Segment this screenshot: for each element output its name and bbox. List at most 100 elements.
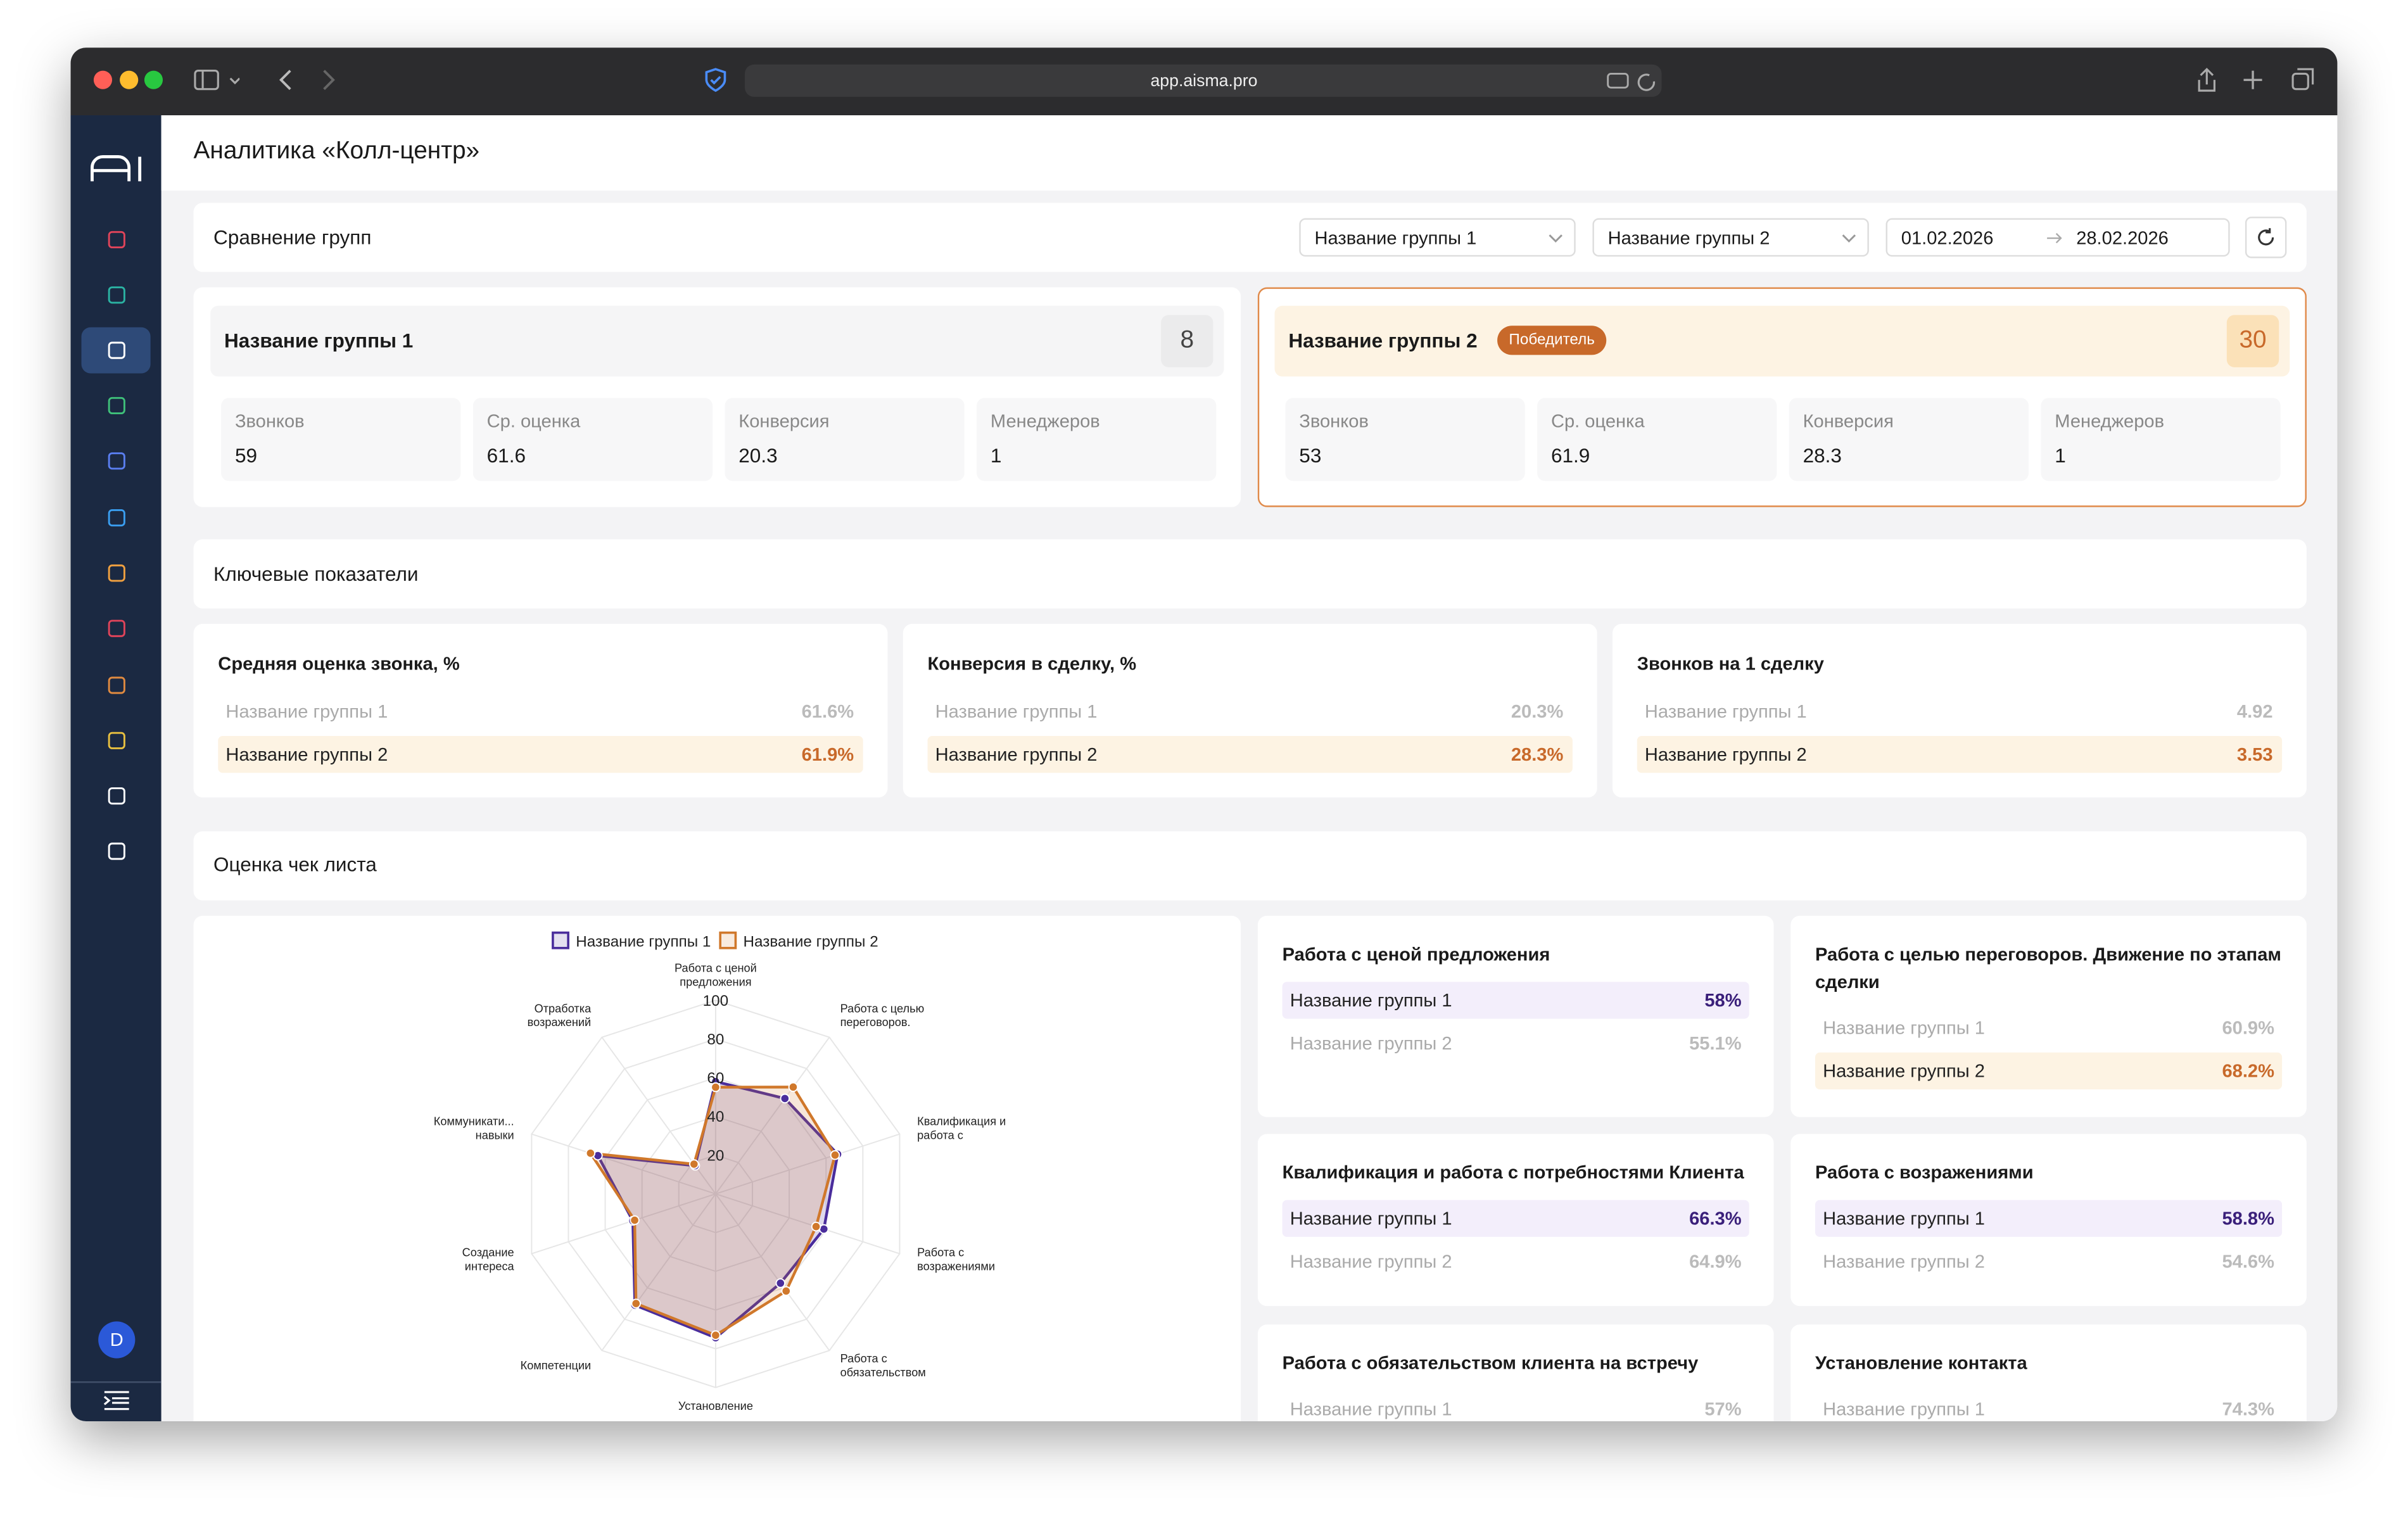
group-count: 8 bbox=[1180, 327, 1194, 353]
stat-box bbox=[472, 398, 713, 481]
row-highlight bbox=[1637, 736, 2283, 773]
score-row: Название группы 1 58% bbox=[1282, 982, 1749, 1019]
window-control[interactable] bbox=[93, 70, 113, 89]
stat-box bbox=[221, 398, 461, 481]
row-name: Название группы 2 bbox=[1823, 1060, 1985, 1082]
sidebar-toggle[interactable] bbox=[194, 69, 240, 91]
row-value: 54.6% bbox=[2222, 1250, 2274, 1272]
window-control[interactable] bbox=[144, 70, 163, 89]
legend-swatch bbox=[719, 931, 737, 949]
data-point bbox=[711, 1330, 721, 1340]
axis-label: Создание интереса bbox=[462, 1246, 515, 1273]
comparison-panel bbox=[193, 203, 2307, 272]
back-button[interactable] bbox=[276, 69, 295, 91]
window-control[interactable] bbox=[120, 70, 139, 89]
forward-button[interactable] bbox=[319, 69, 338, 91]
score-row: Название группы 1 58.8% bbox=[1815, 1200, 2283, 1237]
group-card-header bbox=[210, 305, 1224, 377]
stat-label: Конверсия bbox=[738, 410, 830, 432]
tick-label: 100 bbox=[703, 992, 728, 1010]
nav-item[interactable] bbox=[108, 619, 126, 638]
nav-item[interactable] bbox=[108, 286, 126, 304]
nav-item[interactable] bbox=[108, 676, 126, 694]
legend-swatch bbox=[552, 931, 569, 949]
card-title: Работа с обязательством клиента на встре… bbox=[1282, 1352, 1699, 1374]
grid-spoke bbox=[715, 1193, 900, 1255]
stat-label: Ср. оценка bbox=[1550, 410, 1645, 432]
row-value: 64.9% bbox=[1689, 1250, 1742, 1272]
stat-label: Звонков bbox=[234, 410, 305, 432]
tick-label: 60 bbox=[707, 1070, 724, 1087]
select-arrow bbox=[1549, 234, 1562, 243]
privacy-icon bbox=[705, 68, 726, 92]
select-arrow bbox=[1842, 234, 1856, 243]
stat-value: 1 bbox=[990, 444, 1002, 467]
group-select[interactable] bbox=[1592, 218, 1869, 257]
date-range[interactable] bbox=[1885, 218, 2230, 257]
row-value: 61.9% bbox=[801, 744, 854, 766]
logo[interactable] bbox=[89, 154, 144, 185]
address-bar[interactable] bbox=[744, 64, 1662, 97]
url-actions[interactable] bbox=[1606, 71, 1658, 92]
data-point bbox=[781, 1286, 792, 1296]
url: app.aisma.pro bbox=[1150, 72, 1258, 91]
row-name: Название группы 1 bbox=[1290, 1207, 1452, 1229]
group-select[interactable] bbox=[1299, 218, 1576, 257]
score-row: Название группы 2 54.6% bbox=[1815, 1243, 2282, 1280]
grid-spoke bbox=[601, 1193, 716, 1351]
row-name: Название группы 1 bbox=[1823, 1398, 1985, 1420]
row-value: 3.53 bbox=[2236, 744, 2273, 766]
row-value: 68.2% bbox=[2222, 1060, 2274, 1082]
row-name: Название группы 1 bbox=[1290, 989, 1452, 1011]
page-title: Аналитика «Колл-центр» bbox=[193, 138, 480, 165]
nav-item[interactable] bbox=[108, 452, 126, 470]
axis-label: Работа с обязательством bbox=[840, 1352, 926, 1379]
section-title: Оценка чек листа bbox=[213, 853, 377, 876]
winner-badge bbox=[1497, 326, 1607, 355]
metric-title: Средняя оценка звонка, % bbox=[218, 653, 460, 675]
nav-item[interactable] bbox=[108, 509, 126, 527]
nav-item[interactable] bbox=[108, 564, 126, 582]
row-value: 66.3% bbox=[1689, 1207, 1742, 1229]
score-row: Название группы 1 57% bbox=[1283, 1391, 1749, 1422]
stat-value: 61.6 bbox=[486, 444, 526, 467]
nav-item[interactable] bbox=[108, 396, 126, 415]
refresh-button[interactable] bbox=[2245, 217, 2287, 258]
data-point bbox=[811, 1221, 821, 1232]
data-point bbox=[631, 1298, 641, 1309]
collapse-menu[interactable] bbox=[103, 1391, 130, 1411]
stat-value: 53 bbox=[1299, 444, 1322, 467]
row-highlight bbox=[218, 736, 863, 773]
metric-title: Конверсия в сделку, % bbox=[927, 653, 1137, 675]
section-title: Сравнение групп bbox=[213, 225, 372, 250]
date-arrow bbox=[2047, 232, 2062, 244]
nav-item[interactable] bbox=[108, 732, 126, 750]
legend-label: Название группы 1 bbox=[576, 933, 711, 950]
axis-label: Отработка возражений bbox=[528, 1002, 592, 1029]
grid-spoke bbox=[715, 1037, 830, 1195]
card-title: Установление контакта bbox=[1815, 1352, 2027, 1374]
axis-label: Работа с возражениями bbox=[917, 1246, 995, 1273]
nav-item[interactable] bbox=[108, 341, 126, 360]
nav-item[interactable] bbox=[108, 787, 126, 805]
avatar[interactable] bbox=[98, 1321, 136, 1359]
checklist-panel bbox=[193, 831, 2307, 901]
data-point bbox=[630, 1215, 640, 1226]
row-value: 28.3% bbox=[1511, 744, 1564, 766]
data-point bbox=[711, 1082, 721, 1093]
checklist-card: Установление контакта Название группы 1 74… bbox=[1790, 1324, 2307, 1422]
data-point bbox=[788, 1082, 799, 1093]
tick-label: 80 bbox=[707, 1031, 724, 1048]
row-value: 74.3% bbox=[2222, 1398, 2274, 1420]
data-point bbox=[830, 1150, 840, 1160]
axis-label: Коммуникати... навыки bbox=[434, 1115, 514, 1142]
nav-item[interactable] bbox=[108, 231, 126, 249]
nav-item[interactable] bbox=[108, 842, 126, 860]
row-value: 20.3% bbox=[1511, 700, 1564, 723]
stat-box bbox=[1789, 398, 2029, 481]
date-from: 01.02.2026 bbox=[1901, 227, 1994, 250]
checklist-card: Квалификация и работа с потребностями Кл… bbox=[1257, 1134, 1774, 1307]
browser-actions[interactable] bbox=[2195, 66, 2324, 94]
stat-label: Конверсия bbox=[1803, 410, 1894, 432]
